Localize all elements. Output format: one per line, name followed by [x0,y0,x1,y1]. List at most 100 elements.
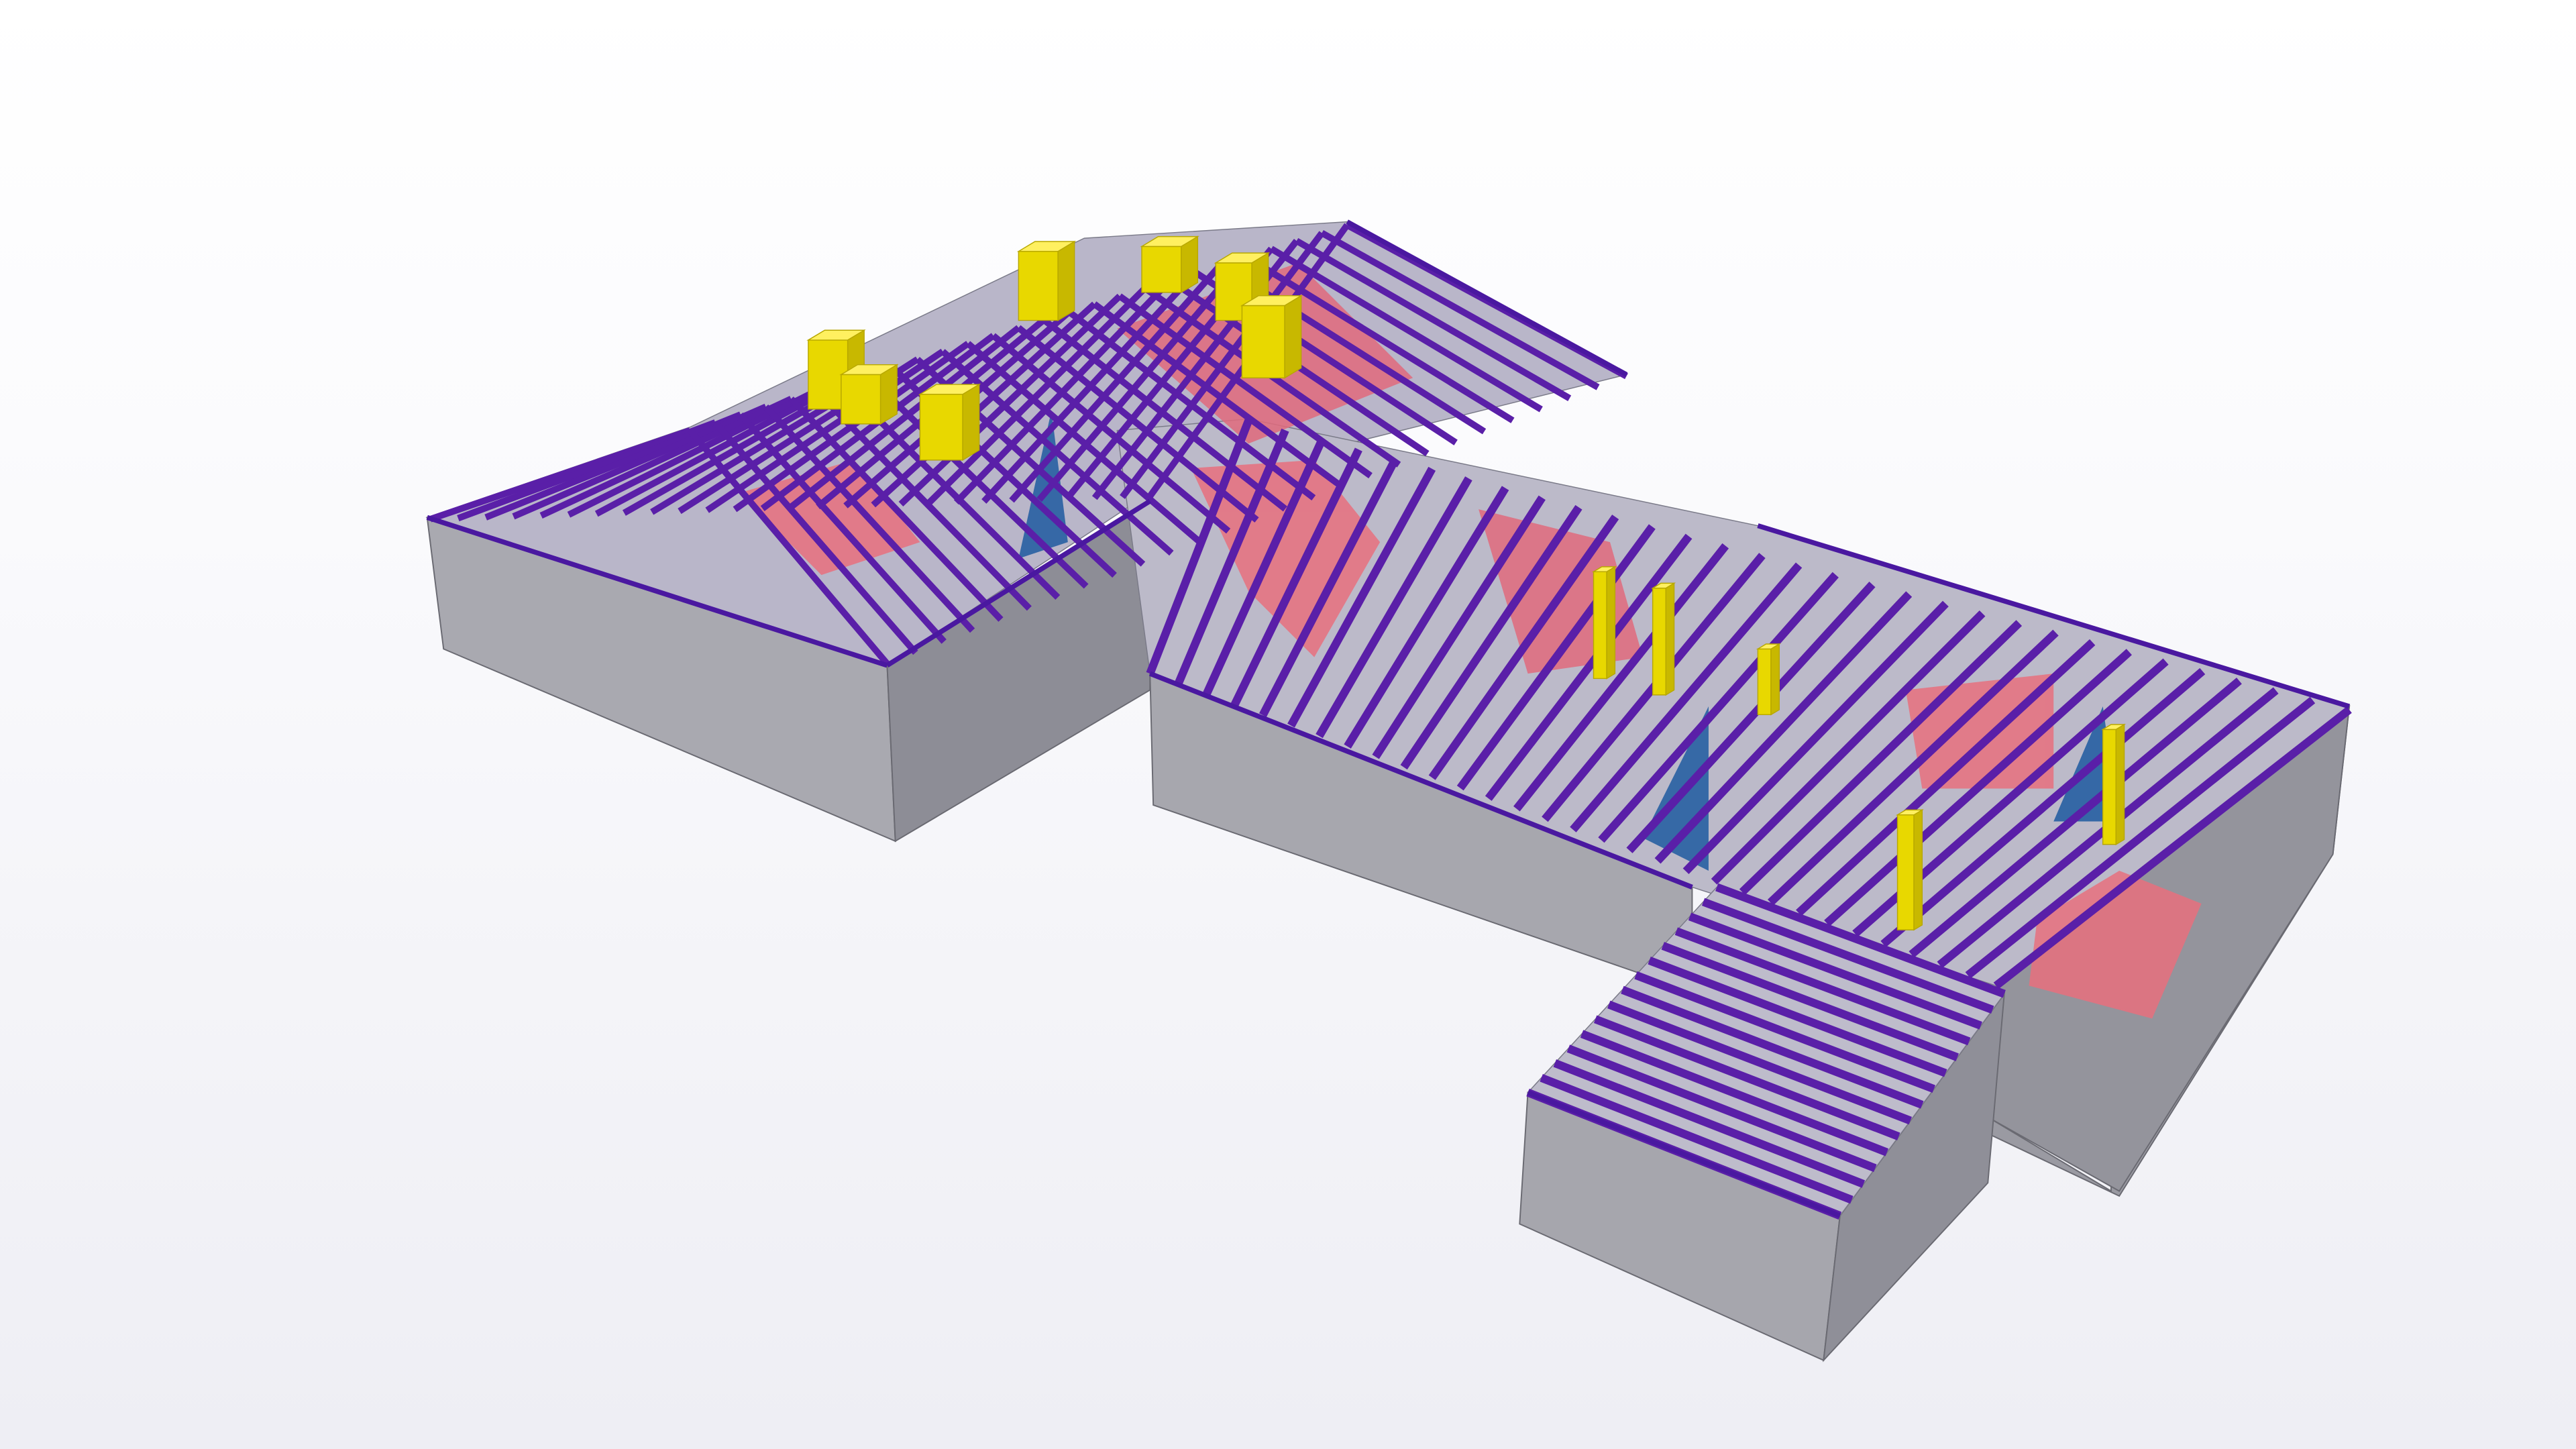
beam [1146,419,1252,676]
beam [1580,1030,1889,1157]
rooftop-units [806,235,2127,931]
unit [841,374,881,425]
beam [1607,1000,1913,1125]
unit [1895,809,1924,816]
unit [1593,571,1607,680]
beam [1715,883,2006,998]
beam [1344,486,1509,749]
unit [1241,305,1285,378]
beam [1009,262,1224,503]
beam [1540,1074,1854,1204]
edge-beam [1148,671,1693,890]
duct [2029,870,2202,1019]
beam [1456,524,1656,791]
beam [1965,696,2316,979]
beam [1513,543,1729,812]
unit [1140,235,1199,248]
unit [1652,588,1666,696]
unit [1214,252,1271,264]
beam [898,293,1122,507]
beam [1993,706,2352,989]
unit [2101,724,2127,731]
beam [1682,600,1949,875]
beam [1566,1044,1877,1173]
beam [1016,325,1259,523]
edge-beam [426,515,888,668]
beam [1118,293,1373,479]
beam [1244,254,1515,423]
edge-beam [1757,523,2351,709]
beam [1648,957,1947,1077]
duct [1905,674,2054,789]
beam [1042,317,1287,512]
beam [712,420,918,655]
unit [1770,643,1780,716]
unit [1016,241,1077,252]
beam [1634,971,1935,1093]
beam [788,396,1004,622]
beam [965,341,1202,545]
edge-beam [885,498,1152,667]
beam [567,388,818,518]
edge-beam [1346,219,1628,377]
unit [1240,295,1303,307]
beam [763,404,975,633]
beam [484,411,742,521]
beam [1174,428,1289,686]
unit [1913,809,1923,931]
beam [738,412,947,644]
beam [1654,591,1913,864]
unit [1141,246,1182,293]
beam [1593,1015,1900,1140]
unit [1665,582,1675,696]
unit [919,394,963,461]
beam [1428,515,1619,780]
beam [1621,985,1924,1109]
beam [1259,457,1399,717]
unit [1756,643,1781,650]
beam [1316,476,1472,739]
beam [1909,678,2242,958]
beam [1092,301,1344,490]
unit [839,364,899,376]
beam [512,403,767,520]
unit [918,384,981,395]
beam [871,301,1097,508]
beam [1767,629,2059,906]
beam [1287,466,1436,728]
beam [864,372,1089,589]
beam [1661,942,1959,1061]
unit [806,329,866,341]
beam [1824,649,2132,926]
unit [1284,294,1302,379]
beam [1626,582,1876,853]
unit [1606,566,1616,680]
beam [1739,620,2023,896]
beam [1372,495,1546,759]
unit [1757,648,1772,716]
beam [1485,533,1693,801]
unit [1651,582,1676,589]
beam [1553,1059,1866,1188]
beam [1880,667,2206,948]
beam [991,333,1231,534]
beam [687,428,890,666]
unit [2102,729,2117,845]
edge-beam [1527,1090,1841,1218]
unit [1896,814,1915,930]
unit [2115,723,2125,846]
beam [1796,639,2096,916]
beam [1036,254,1249,502]
beam [1570,562,1803,833]
beam [1320,230,1600,390]
beam [1295,237,1572,402]
beam [1598,572,1839,843]
beam [1711,610,1986,885]
beam [1230,447,1362,707]
unit [1057,240,1075,321]
beam [814,388,1032,611]
beam [539,396,793,519]
beam [941,349,1174,556]
